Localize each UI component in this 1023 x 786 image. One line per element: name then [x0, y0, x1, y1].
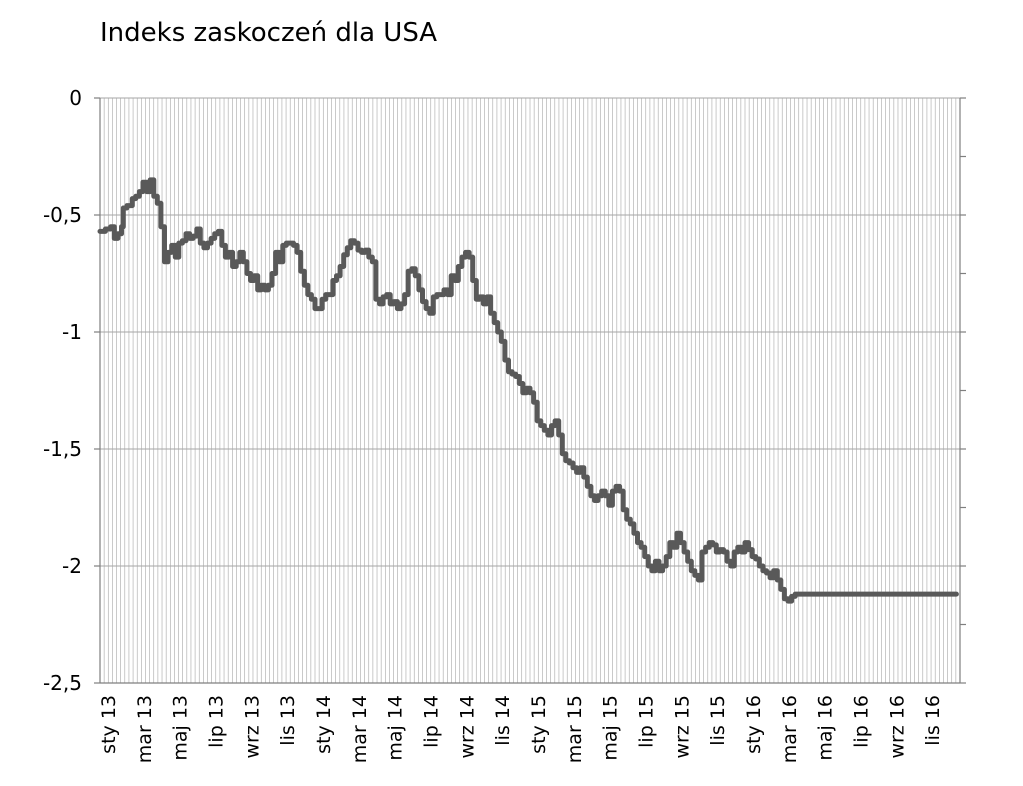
x-tick-label: wrz 16 — [886, 695, 908, 759]
x-tick-label: sty 13 — [98, 695, 120, 754]
x-tick-label: lis 14 — [492, 695, 514, 746]
x-tick-label: sty 15 — [528, 695, 550, 754]
x-tick-label: wrz 15 — [671, 695, 693, 759]
x-tick-label: sty 14 — [313, 695, 335, 754]
x-tick-label: mar 13 — [134, 695, 156, 763]
y-tick-label: 0 — [69, 86, 82, 110]
vertical-gridlines — [99, 98, 961, 683]
x-tick-label: mar 14 — [349, 695, 371, 763]
y-tick-label: -2 — [62, 554, 82, 578]
y-tick-label: -0,5 — [43, 203, 82, 227]
x-tick-label: lip 14 — [420, 695, 442, 748]
x-tick-label: maj 14 — [385, 695, 407, 761]
x-tick-label: sty 16 — [743, 695, 765, 754]
x-tick-label: lis 13 — [277, 695, 299, 746]
x-tick-label: wrz 14 — [456, 695, 478, 759]
x-tick-label: maj 16 — [815, 695, 837, 761]
x-tick-label: mar 15 — [564, 695, 586, 763]
x-tick-label: lis 15 — [707, 695, 729, 746]
y-tick-label: -1 — [62, 320, 82, 344]
x-tick-label: lis 16 — [922, 695, 944, 746]
y-tick-labels: 0 -0,5 -1 -1,5 -2 -2,5 — [43, 86, 82, 695]
x-tick-label: lip 16 — [850, 695, 872, 748]
x-tick-label: wrz 13 — [241, 695, 263, 759]
x-tick-label: maj 15 — [600, 695, 622, 761]
series-group — [97, 177, 959, 604]
x-tick-labels: sty 13 mar 13 maj 13 lip 13 wrz 13 lis 13 sty … — [98, 695, 944, 763]
chart-title: Indeks zaskoczeń dla USA — [100, 18, 438, 48]
axes — [94, 97, 966, 684]
series-line — [97, 177, 959, 604]
y-tick-label: -1,5 — [43, 437, 82, 461]
x-tick-label: mar 16 — [779, 695, 801, 763]
x-tick-label: lip 15 — [635, 695, 657, 748]
x-tick-label: maj 13 — [170, 695, 192, 761]
x-tick-label: lip 13 — [205, 695, 227, 748]
y-tick-label: -2,5 — [43, 671, 82, 695]
